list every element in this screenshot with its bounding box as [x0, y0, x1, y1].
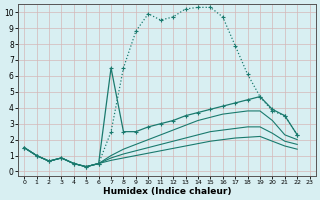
X-axis label: Humidex (Indice chaleur): Humidex (Indice chaleur)	[103, 187, 231, 196]
